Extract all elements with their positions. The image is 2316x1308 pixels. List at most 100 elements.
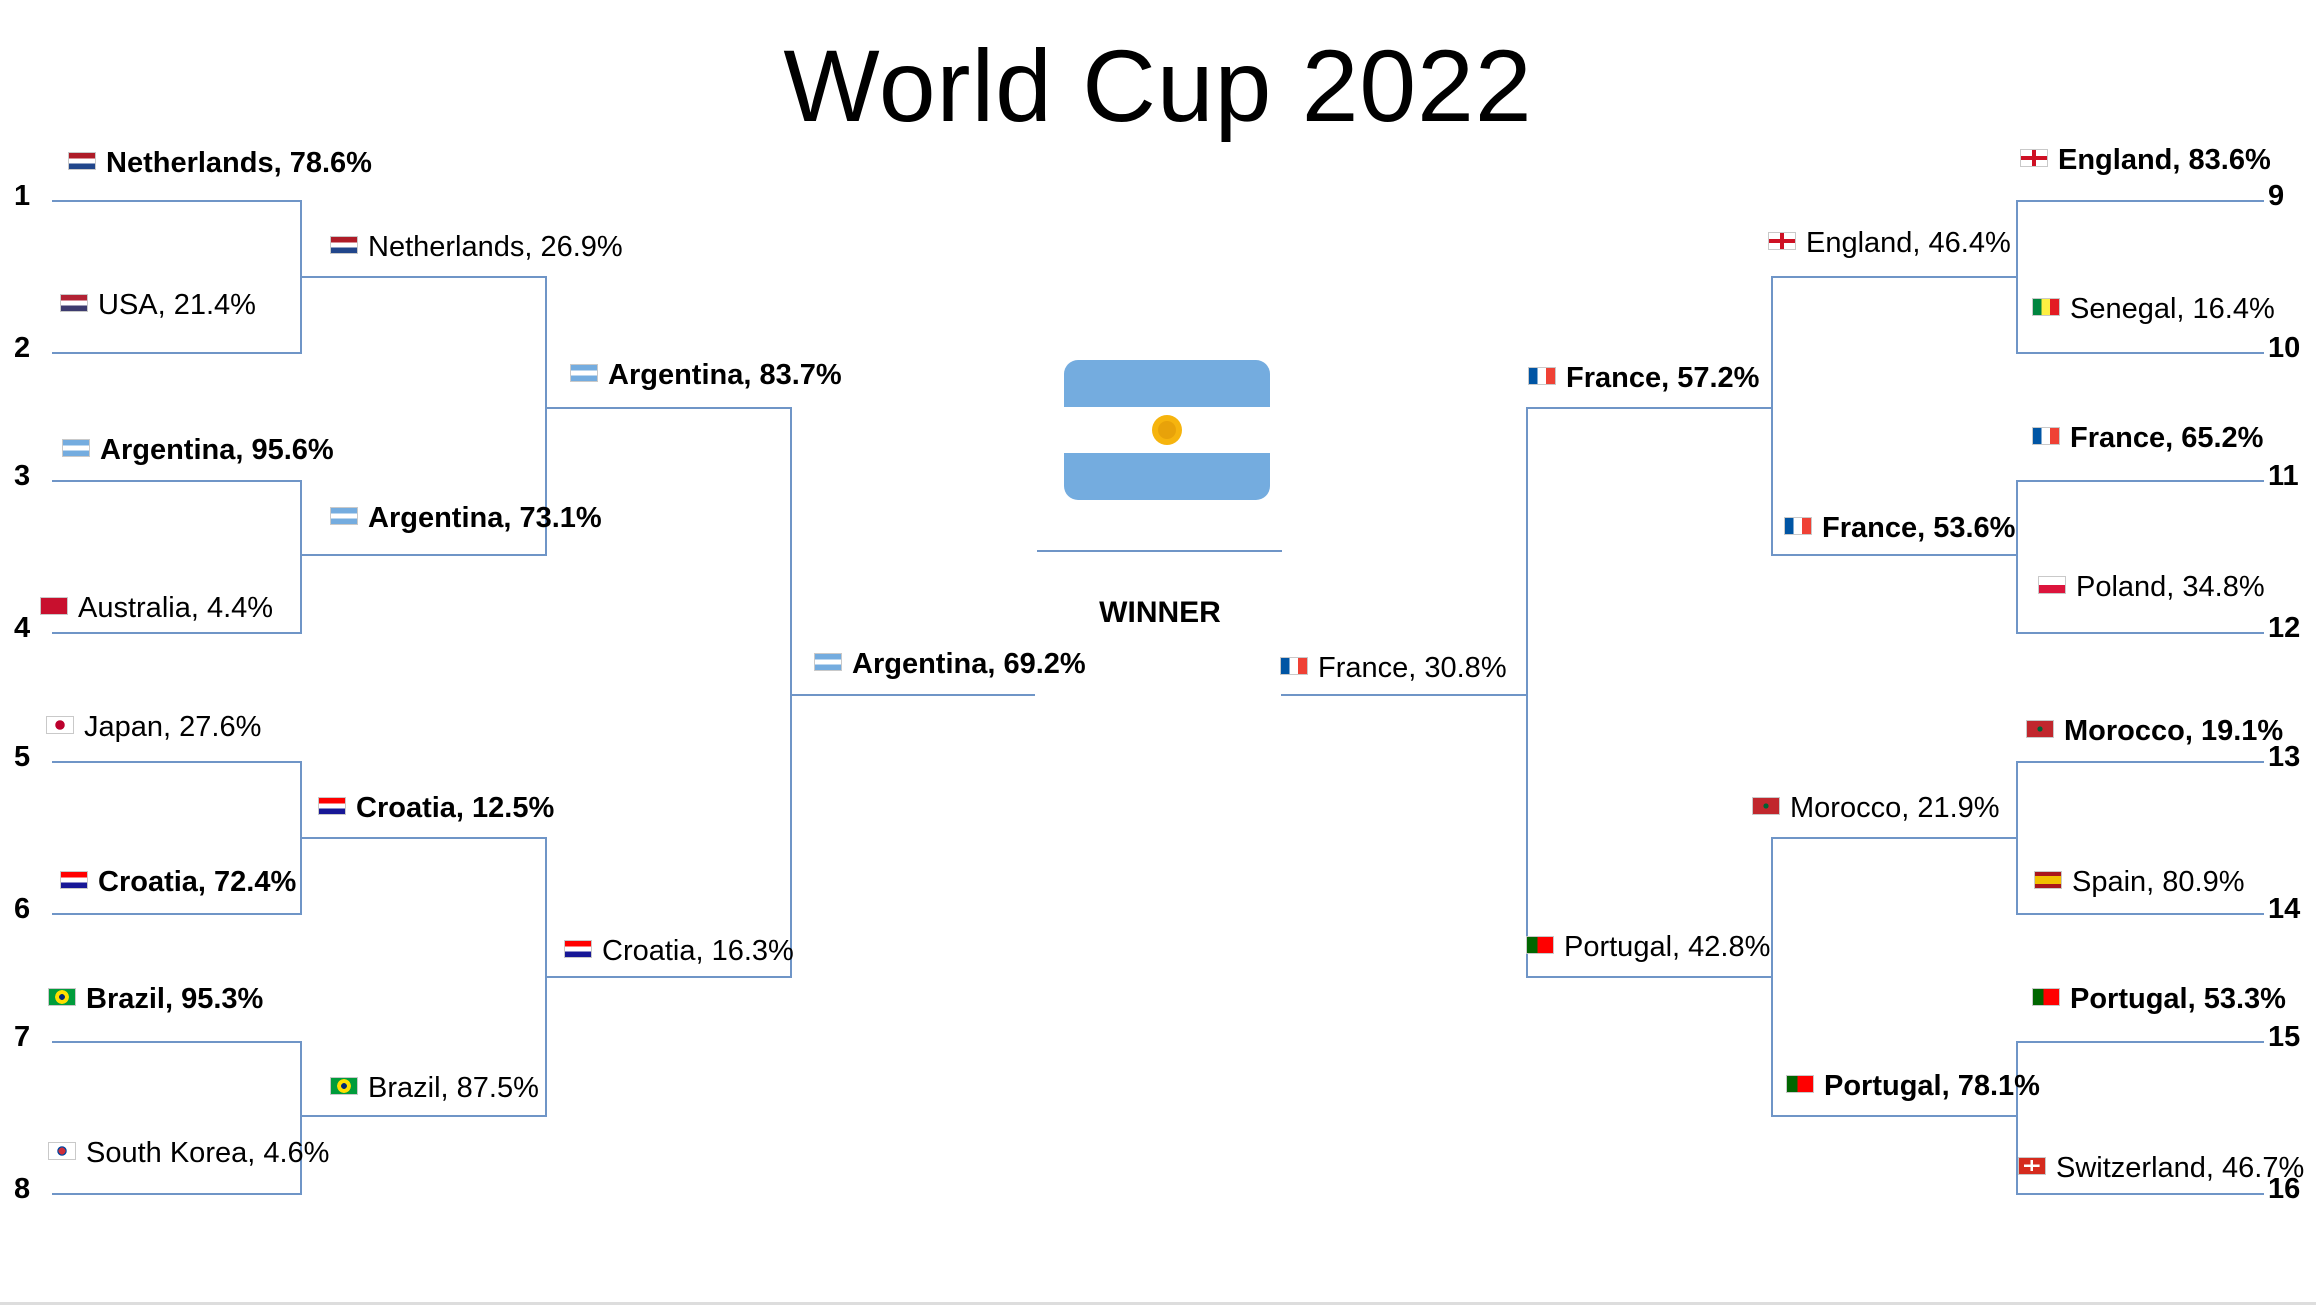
bracket-connector: [1771, 837, 1773, 1117]
seed-number: 3: [14, 460, 31, 492]
team-entry: Argentina, 83.7%: [570, 357, 842, 393]
team-entry: France, 65.2%: [2032, 420, 2263, 456]
team-entry: Netherlands, 26.9%: [330, 229, 623, 265]
bracket-connector: [1771, 276, 1773, 556]
page-title: World Cup 2022: [783, 29, 1533, 143]
team-label: Switzerland, 46.7%: [2056, 1152, 2305, 1184]
team-entry: Portugal, 42.8%: [1526, 929, 1770, 965]
seed-number: 8: [14, 1173, 31, 1205]
bracket-connector: [2016, 1041, 2018, 1195]
team-entry: Argentina, 73.1%: [330, 500, 602, 536]
bracket-connector: [300, 1041, 302, 1195]
team-label: Brazil, 87.5%: [368, 1072, 539, 1104]
team-entry: Portugal, 78.1%: [1786, 1068, 2040, 1104]
team-label: Spain, 80.9%: [2072, 866, 2245, 898]
brazil-flag-icon: [330, 1077, 358, 1095]
team-entry: Argentina, 69.2%: [814, 646, 1086, 682]
team-entry: Japan, 27.6%: [46, 709, 261, 745]
france-flag-icon: [1280, 657, 1308, 675]
team-label: Poland, 34.8%: [2076, 571, 2265, 603]
bracket-line: [52, 352, 300, 354]
seed-number: 2: [14, 332, 31, 364]
seed-number: 1: [14, 180, 31, 212]
bracket-line: [52, 1041, 300, 1043]
bracket-line: [1526, 407, 1771, 409]
croatia-flag-icon: [60, 871, 88, 889]
bracket-connector: [2016, 761, 2018, 915]
team-entry: Portugal, 53.3%: [2032, 981, 2286, 1017]
bracket-line: [1771, 276, 2016, 278]
team-entry: France, 30.8%: [1280, 650, 1507, 686]
team-entry: France, 57.2%: [1528, 360, 1759, 396]
team-entry: Switzerland, 46.7%: [2018, 1150, 2304, 1186]
spain-flag-icon: [2034, 871, 2062, 889]
team-label: Argentina, 69.2%: [852, 648, 1086, 680]
team-entry: England, 83.6%: [2020, 142, 2271, 178]
bracket-connector: [2016, 200, 2018, 354]
team-label: Croatia, 72.4%: [98, 866, 297, 898]
team-label: England, 46.4%: [1806, 227, 2011, 259]
team-label: Morocco, 19.1%: [2064, 715, 2284, 747]
team-label: Australia, 4.4%: [78, 592, 274, 624]
seed-number: 16: [2268, 1173, 2301, 1205]
seed-number: 7: [14, 1021, 31, 1053]
england-flag-icon: [1768, 232, 1796, 250]
bracket-line: [2016, 480, 2264, 482]
argentina-flag-icon: [814, 653, 842, 671]
portugal-flag-icon: [1526, 936, 1554, 954]
argentina-flag-icon: [1064, 360, 1270, 500]
usa-flag-icon: [60, 294, 88, 312]
japan-flag-icon: [46, 716, 74, 734]
netherlands-flag-icon: [68, 152, 96, 170]
team-entry: Croatia, 72.4%: [60, 864, 296, 900]
team-label: Japan, 27.6%: [84, 711, 262, 743]
bottom-divider: [0, 1302, 2316, 1305]
france-flag-icon: [1528, 367, 1556, 385]
bracket-line: [300, 837, 545, 839]
team-label: Argentina, 83.7%: [608, 359, 842, 391]
bracket-line: [545, 976, 790, 978]
team-label: Croatia, 16.3%: [602, 935, 794, 967]
team-label: Argentina, 95.6%: [100, 434, 334, 466]
team-entry: France, 53.6%: [1784, 510, 2015, 546]
bracket-connector: [2016, 480, 2018, 634]
brazil-flag-icon: [48, 988, 76, 1006]
team-entry: Senegal, 16.4%: [2032, 291, 2275, 327]
portugal-flag-icon: [2032, 988, 2060, 1006]
morocco-flag-icon: [1752, 797, 1780, 815]
team-entry: England, 46.4%: [1768, 225, 2011, 261]
team-label: France, 57.2%: [1566, 362, 1760, 394]
argentina-flag-icon: [570, 364, 598, 382]
team-label: USA, 21.4%: [98, 289, 256, 321]
bracket-connector: [300, 480, 302, 634]
team-label: Argentina, 73.1%: [368, 502, 602, 534]
bracket-line: [300, 276, 545, 278]
england-flag-icon: [2020, 149, 2048, 167]
team-label: South Korea, 4.6%: [86, 1137, 330, 1169]
bracket-line: [545, 407, 790, 409]
argentina-flag-icon: [62, 439, 90, 457]
team-label: Senegal, 16.4%: [2070, 293, 2275, 325]
portugal-flag-icon: [1786, 1075, 1814, 1093]
bracket-line: [1526, 976, 1771, 978]
seed-number: 11: [2268, 460, 2299, 492]
morocco-flag-icon: [2026, 720, 2054, 738]
bracket-connector: [1526, 407, 1528, 978]
seed-number: 6: [14, 893, 31, 925]
argentina-flag-icon: [330, 507, 358, 525]
bracket-line: [52, 632, 300, 634]
bracket-line: [790, 694, 1035, 696]
team-label: France, 30.8%: [1318, 652, 1507, 684]
south-korea-flag-icon: [48, 1142, 76, 1160]
bracket-line: [1771, 837, 2016, 839]
team-label: Brazil, 95.3%: [86, 983, 264, 1015]
seed-number: 13: [2268, 741, 2301, 773]
seed-number: 14: [2268, 893, 2301, 925]
france-flag-icon: [1784, 517, 1812, 535]
bracket-line: [2016, 1193, 2264, 1195]
team-label: Morocco, 21.9%: [1790, 792, 2000, 824]
bracket-line: [52, 761, 300, 763]
bracket-line: [52, 1193, 300, 1195]
team-label: Portugal, 78.1%: [1824, 1070, 2040, 1102]
bracket-line: [1771, 1115, 2016, 1117]
